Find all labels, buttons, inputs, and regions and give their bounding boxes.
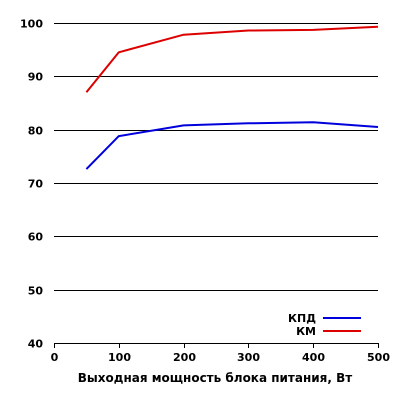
legend-label: КМ (296, 325, 316, 338)
x-tick-label: 200 (173, 351, 196, 364)
y-tick-label: 70 (28, 178, 44, 191)
x-tick-label: 300 (237, 351, 260, 364)
gridlines (54, 23, 378, 344)
series-line-kpd (85, 121, 379, 170)
y-tick-label: 40 (28, 338, 44, 351)
x-tick-label: 100 (108, 351, 131, 364)
legend-label: КПД (288, 312, 316, 325)
y-tick-label: 100 (20, 18, 43, 31)
x-axis: 0 100 200 300 400 500 (51, 343, 390, 364)
y-tick-label: 80 (28, 125, 44, 138)
x-tick-label: 0 (51, 351, 59, 364)
x-tick-label: 500 (367, 351, 390, 364)
x-axis-label: Выходная мощность блока питания, Вт (78, 371, 353, 385)
series-group (85, 25, 379, 170)
y-tick-label: 60 (28, 231, 44, 244)
series-line-km (85, 25, 379, 93)
y-tick-label: 90 (28, 71, 44, 84)
x-tick-label: 400 (302, 351, 325, 364)
y-tick-label: 50 (28, 285, 44, 298)
y-axis: 40 50 60 70 80 90 100 (20, 18, 43, 351)
